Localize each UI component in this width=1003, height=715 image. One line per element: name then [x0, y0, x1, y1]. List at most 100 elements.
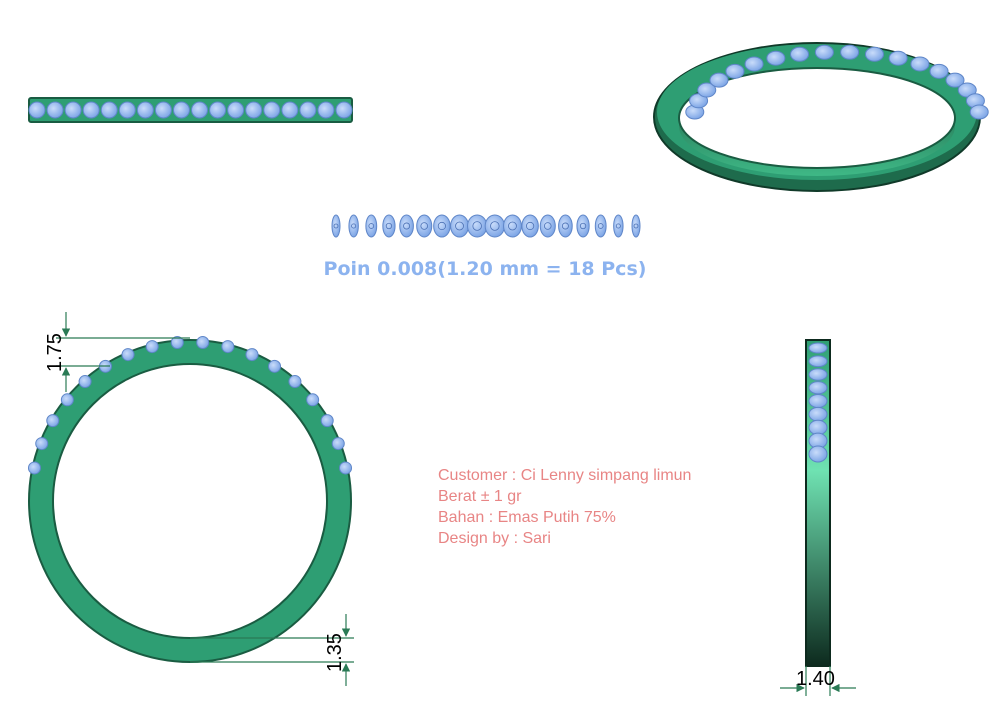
- perspective-view-ring: [653, 42, 989, 192]
- stone-facet: [472, 221, 482, 231]
- material-text: Bahan : Emas Putih 75%: [438, 509, 616, 526]
- stone-mark: [172, 101, 190, 119]
- stone-mark: [209, 101, 227, 119]
- stone-mark: [306, 393, 320, 407]
- stone-mark: [245, 101, 263, 119]
- stone-mark: [594, 214, 607, 238]
- stone-facet: [597, 223, 604, 229]
- stone-mark: [433, 214, 451, 238]
- stone-mark: [945, 72, 965, 88]
- stone-facet: [437, 221, 446, 231]
- stone-mark: [808, 406, 828, 422]
- stone-mark: [121, 348, 135, 362]
- weight-text: Berat ± 1 gr: [438, 488, 522, 505]
- stone-mark: [521, 214, 539, 238]
- stone-mark: [299, 101, 317, 119]
- stone-mark: [145, 340, 159, 354]
- stone-mark: [539, 214, 556, 238]
- stone-mark: [339, 461, 353, 475]
- stone-mark: [348, 214, 359, 238]
- stone-mark: [808, 355, 828, 368]
- stone-layout-row: [331, 214, 641, 238]
- stone-mark: [709, 72, 729, 88]
- stone-mark: [808, 368, 828, 381]
- stone-facet: [490, 221, 500, 231]
- stone-facet: [385, 222, 393, 230]
- stone-mark: [864, 46, 884, 62]
- stone-mark: [808, 394, 828, 408]
- stone-mark: [382, 214, 396, 238]
- stone-mark: [365, 214, 378, 238]
- stone-mark: [100, 101, 118, 119]
- dimension-stone-height: [56, 312, 190, 392]
- stone-mark: [281, 101, 299, 119]
- stone-mark: [888, 50, 908, 66]
- stone-mark: [60, 393, 74, 407]
- stone-mark: [27, 461, 41, 475]
- stone-mark: [725, 63, 745, 79]
- stone-mark: [744, 56, 764, 72]
- stone-mark: [969, 104, 989, 120]
- band-width-dimension: 1.40: [796, 668, 835, 690]
- customer-text: Customer : Ci Lenny simpang limun: [438, 467, 692, 484]
- stone-facet: [526, 221, 535, 231]
- perspective-view-stones: [685, 44, 989, 120]
- stone-mark: [335, 101, 353, 119]
- stone-facet: [543, 222, 552, 230]
- stone-mark: [697, 82, 717, 98]
- stone-mark: [320, 414, 334, 428]
- side-view-stones: [808, 342, 828, 463]
- stone-mark: [196, 336, 210, 350]
- stone-height-dimension: 1.75: [44, 333, 66, 372]
- stone-mark: [64, 101, 82, 119]
- order-info: Customer : Ci Lenny simpang limun Berat …: [438, 465, 691, 549]
- stone-mark: [118, 101, 136, 119]
- stone-mark: [227, 101, 245, 119]
- stone-mark: [484, 214, 505, 238]
- stone-facet: [351, 223, 357, 229]
- front-view-ring: [27, 336, 353, 663]
- stone-facet: [579, 222, 587, 230]
- stone-mark: [331, 214, 341, 238]
- stone-spec-label: Poin 0.008(1.20 mm = 18 Pcs): [323, 258, 647, 280]
- stone-facet: [615, 223, 621, 229]
- stone-mark: [245, 348, 259, 362]
- stone-mark: [503, 214, 522, 238]
- stone-mark: [82, 101, 100, 119]
- stone-mark: [790, 46, 810, 62]
- stone-mark: [221, 340, 235, 354]
- stone-mark: [558, 214, 573, 238]
- stone-mark: [613, 214, 624, 238]
- stone-mark: [263, 101, 281, 119]
- stone-mark: [46, 101, 64, 119]
- designer-text: Design by : Sari: [438, 530, 551, 547]
- stone-mark: [78, 375, 92, 389]
- stone-mark: [416, 214, 433, 238]
- stone-mark: [808, 445, 828, 463]
- stone-mark: [268, 359, 282, 373]
- band-thickness-dimension: 1.35: [324, 633, 346, 672]
- stone-mark: [576, 214, 590, 238]
- stone-mark: [631, 214, 641, 238]
- stone-facet: [561, 222, 569, 230]
- stone-facet: [455, 221, 464, 231]
- stone-mark: [467, 214, 488, 238]
- stone-mark: [154, 101, 172, 119]
- stone-mark: [814, 44, 834, 60]
- stone-mark: [136, 101, 154, 119]
- stone-mark: [840, 44, 860, 60]
- front-view-stones: [27, 336, 353, 475]
- side-view-band: [805, 339, 831, 667]
- stone-facet: [508, 221, 517, 231]
- stone-mark: [317, 101, 335, 119]
- stone-mark: [450, 214, 469, 238]
- stone-facet: [420, 222, 429, 230]
- stone-mark: [170, 336, 184, 350]
- stone-mark: [766, 50, 786, 66]
- top-view-band: [28, 97, 353, 123]
- stone-mark: [46, 414, 60, 428]
- stone-mark: [808, 419, 828, 436]
- dimension-band-width: [780, 666, 856, 696]
- top-view-stones: [28, 101, 353, 119]
